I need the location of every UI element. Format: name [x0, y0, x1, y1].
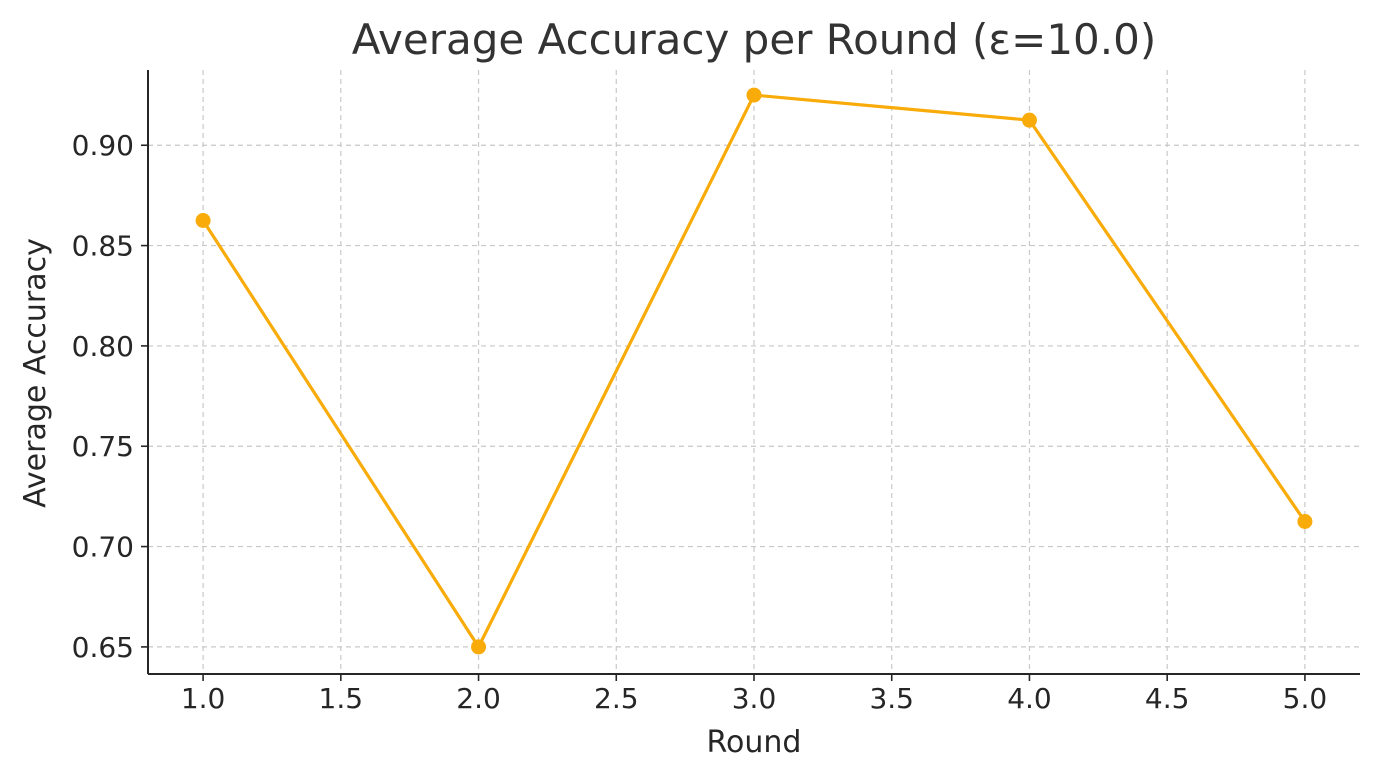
y-tick-label-3: 0.80 [72, 330, 134, 363]
data-point-1 [196, 213, 211, 228]
y-tick-label-0: 0.65 [72, 631, 134, 664]
x-tick-label-6: 4.0 [1007, 682, 1052, 715]
y-tick-label-4: 0.85 [72, 230, 134, 263]
y-tick-label-1: 0.70 [72, 531, 134, 564]
data-point-3 [747, 88, 762, 103]
x-tick-label-0: 1.0 [181, 682, 226, 715]
x-tick-label-2: 2.0 [456, 682, 501, 715]
x-tick-label-7: 4.5 [1145, 682, 1190, 715]
data-point-4 [1022, 113, 1037, 128]
x-axis-label: Round [707, 725, 802, 760]
grid [148, 70, 1360, 674]
data-point-2 [471, 639, 486, 654]
x-tick-label-5: 3.5 [869, 682, 914, 715]
ticks: 1.0 1.5 2.0 2.5 3.0 3.5 4.0 4.5 5.0 0.65 0.70 0.75 0… [72, 129, 1328, 715]
y-tick-label-5: 0.90 [72, 129, 134, 162]
x-tick-label-4: 3.0 [732, 682, 777, 715]
y-tick-label-2: 0.75 [72, 430, 134, 463]
y-axis-label: Average Accuracy [18, 238, 53, 508]
x-tick-label-8: 5.0 [1283, 682, 1328, 715]
data-point-5 [1297, 514, 1312, 529]
x-tick-label-3: 2.5 [594, 682, 639, 715]
chart-title: Average Accuracy per Round (ε=10.0) [352, 15, 1156, 64]
x-tick-label-1: 1.5 [319, 682, 364, 715]
